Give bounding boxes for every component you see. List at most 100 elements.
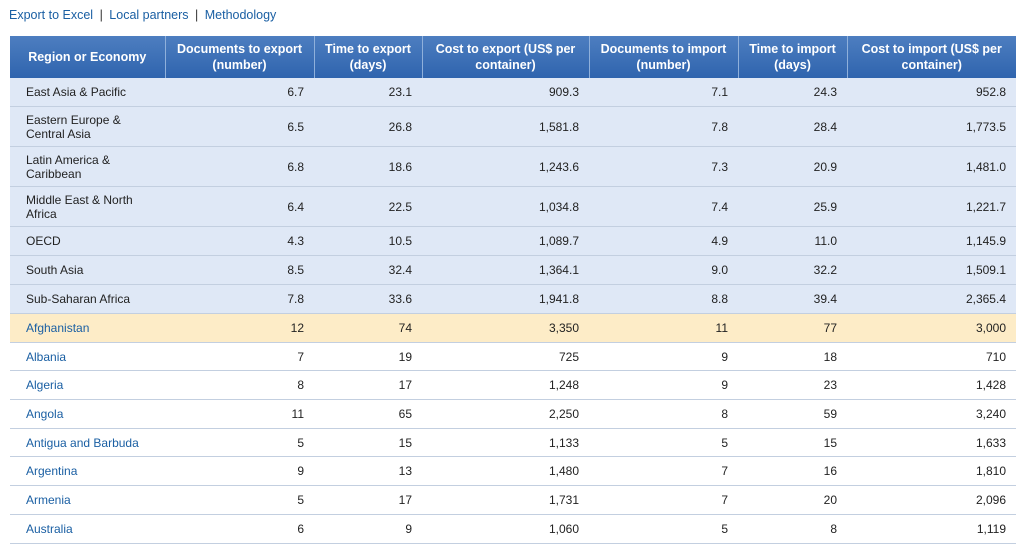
cell-time-import: 11.0 (738, 226, 847, 256)
cell-cost-export: 1,731 (422, 485, 589, 515)
country-row: Antigua and Barbuda 5 15 1,133 5 15 1,633 (10, 428, 1016, 458)
cell-cost-import: 710 (847, 342, 1016, 372)
cell-time-import: 24.3 (738, 78, 847, 107)
top-links-bar: Export to Excel | Local partners | Metho… (9, 8, 276, 22)
cell-documents-import: 7.8 (589, 106, 738, 147)
cell-documents-import: 4.9 (589, 226, 738, 256)
cell-cost-import: 1,145.9 (847, 226, 1016, 256)
region-row: Middle East & North Africa 6.4 22.5 1,034.8… (10, 186, 1016, 227)
region-name: OECD (10, 226, 165, 256)
cell-cost-import: 1,119 (847, 514, 1016, 544)
column-header-cost-import[interactable]: Cost to import (US$ per container) (846, 36, 1016, 78)
cell-documents-export: 8 (165, 370, 314, 401)
region-name: South Asia (10, 255, 165, 285)
cell-documents-export: 5 (165, 428, 314, 458)
cell-documents-export: 7.8 (165, 284, 314, 314)
country-link[interactable]: Albania (26, 349, 67, 364)
cell-documents-import: 7.3 (589, 146, 738, 187)
cell-cost-export: 1,941.8 (422, 284, 589, 314)
cell-time-export: 17 (314, 485, 422, 515)
cell-documents-export: 6.5 (165, 106, 314, 147)
cell-cost-import: 3,240 (847, 399, 1016, 429)
cell-documents-import: 11 (589, 313, 738, 343)
cell-documents-import: 7 (589, 456, 738, 487)
cell-documents-import: 5 (589, 514, 738, 544)
country-link[interactable]: Antigua and Barbuda (26, 435, 139, 450)
cell-time-export: 10.5 (314, 226, 422, 256)
cell-time-import: 18 (738, 342, 847, 372)
cell-time-import: 23 (738, 370, 847, 401)
cell-time-import: 16 (738, 456, 847, 487)
cell-time-import: 25.9 (738, 186, 847, 227)
column-header-cost-export[interactable]: Cost to export (US$ per container) (421, 36, 589, 78)
country-link[interactable]: Algeria (26, 378, 64, 393)
region-row: South Asia 8.5 32.4 1,364.1 9.0 32.2 1,509.1 (10, 255, 1016, 285)
cell-cost-export: 1,581.8 (422, 106, 589, 147)
trading-across-borders-table: Region or Economy Documents to export (n… (10, 36, 1016, 544)
cell-time-export: 65 (314, 399, 422, 429)
column-header-time-export[interactable]: Time to export (days) (313, 36, 422, 78)
country-link[interactable]: Argentina (26, 464, 78, 479)
cell-time-export: 74 (314, 313, 422, 343)
link-separator: | (99, 8, 103, 22)
cell-time-import: 39.4 (738, 284, 847, 314)
cell-cost-export: 1,480 (422, 456, 589, 487)
country-row: Afghanistan 12 74 3,350 11 77 3,000 (10, 313, 1016, 343)
region-row: Eastern Europe & Central Asia 6.5 26.8 1,58… (10, 106, 1016, 147)
cell-cost-export: 1,089.7 (422, 226, 589, 256)
column-header-documents-export[interactable]: Documents to export (number) (164, 36, 314, 78)
cell-cost-export: 3,350 (422, 313, 589, 343)
methodology-link[interactable]: Methodology (204, 8, 277, 22)
cell-cost-import: 1,509.1 (847, 255, 1016, 285)
cell-documents-export: 6.4 (165, 186, 314, 227)
region-row: East Asia & Pacific 6.7 23.1 909.3 7.1 24.3 95… (10, 78, 1016, 107)
cell-cost-import: 1,810 (847, 456, 1016, 487)
column-header-time-import[interactable]: Time to import (days) (737, 36, 847, 78)
country-cell: Australia (10, 514, 165, 544)
cell-time-export: 9 (314, 514, 422, 544)
cell-documents-export: 6.8 (165, 146, 314, 187)
cell-time-export: 33.6 (314, 284, 422, 314)
cell-documents-export: 9 (165, 456, 314, 487)
region-name: Sub-Saharan Africa (10, 284, 165, 314)
cell-documents-export: 5 (165, 485, 314, 515)
country-link[interactable]: Afghanistan (26, 320, 90, 335)
cell-time-import: 77 (738, 313, 847, 343)
column-header-region[interactable]: Region or Economy (10, 36, 165, 78)
cell-documents-import: 7 (589, 485, 738, 515)
country-cell: Afghanistan (10, 313, 165, 343)
cell-cost-import: 2,365.4 (847, 284, 1016, 314)
cell-cost-export: 725 (422, 342, 589, 372)
cell-cost-import: 3,000 (847, 313, 1016, 343)
cell-documents-import: 8 (589, 399, 738, 429)
cell-documents-export: 6 (165, 514, 314, 544)
region-row: Latin America & Caribbean 6.8 18.6 1,243.6 7… (10, 146, 1016, 187)
region-name: Latin America & Caribbean (10, 146, 165, 187)
table-header: Region or Economy Documents to export (n… (10, 36, 1016, 78)
country-link[interactable]: Angola (26, 406, 64, 421)
cell-documents-import: 9 (589, 370, 738, 401)
cell-documents-import: 5 (589, 428, 738, 458)
cell-cost-import: 1,221.7 (847, 186, 1016, 227)
region-row: OECD 4.3 10.5 1,089.7 4.9 11.0 1,145.9 (10, 226, 1016, 256)
cell-time-import: 20 (738, 485, 847, 515)
cell-time-export: 32.4 (314, 255, 422, 285)
country-link[interactable]: Australia (26, 521, 73, 536)
cell-time-export: 23.1 (314, 78, 422, 107)
country-row: Algeria 8 17 1,248 9 23 1,428 (10, 370, 1016, 401)
link-separator: | (195, 8, 199, 22)
country-cell: Armenia (10, 485, 165, 515)
cell-time-import: 28.4 (738, 106, 847, 147)
country-link[interactable]: Armenia (26, 492, 71, 507)
column-header-documents-import[interactable]: Documents to import (number) (588, 36, 738, 78)
cell-time-import: 8 (738, 514, 847, 544)
export-to-excel-link[interactable]: Export to Excel (9, 8, 94, 22)
cell-cost-export: 1,248 (422, 370, 589, 401)
cell-time-export: 22.5 (314, 186, 422, 227)
region-name: Eastern Europe & Central Asia (10, 106, 165, 147)
cell-time-export: 13 (314, 456, 422, 487)
local-partners-link[interactable]: Local partners (109, 8, 189, 22)
cell-time-import: 59 (738, 399, 847, 429)
cell-documents-import: 7.4 (589, 186, 738, 227)
cell-time-import: 15 (738, 428, 847, 458)
